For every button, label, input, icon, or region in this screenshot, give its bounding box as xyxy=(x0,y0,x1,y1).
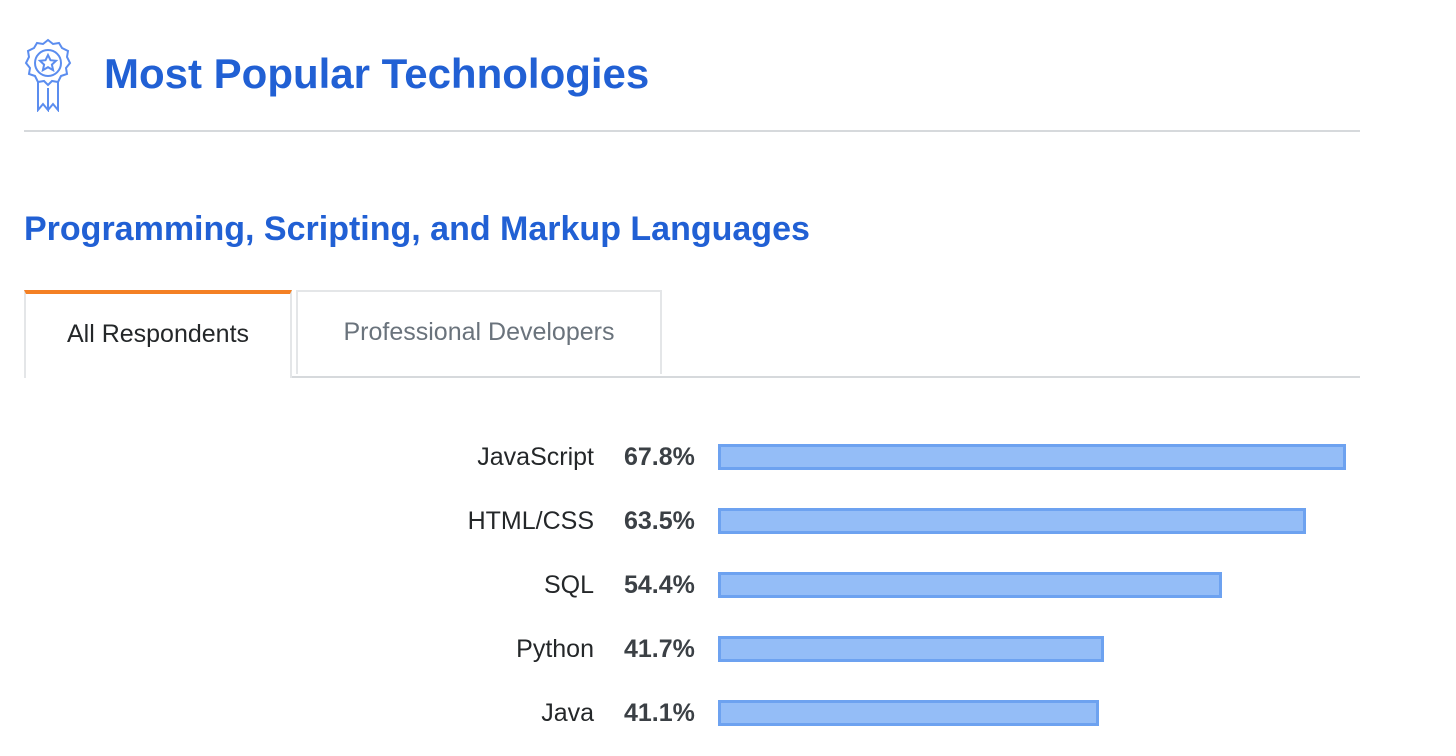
tab-professional-developers[interactable]: Professional Developers xyxy=(296,290,662,374)
bar-python xyxy=(718,636,1104,662)
languages-bar-chart: JavaScript 67.8% HTML/CSS 63.5% SQL 54.4… xyxy=(0,420,1456,756)
respondent-tabs: All Respondents Professional Developers xyxy=(24,290,1360,378)
section-title: Programming, Scripting, and Markup Langu… xyxy=(24,210,810,248)
value-label: 63.5% xyxy=(624,507,695,535)
page-title: Most Popular Technologies xyxy=(104,50,650,97)
bar-java xyxy=(718,700,1099,726)
chart-row: Python 41.7% xyxy=(0,632,1456,666)
bar-html-css xyxy=(718,508,1306,534)
category-label: Java xyxy=(541,699,594,727)
value-label: 54.4% xyxy=(624,571,695,599)
tab-all-respondents[interactable]: All Respondents xyxy=(24,290,292,378)
bar-sql xyxy=(718,572,1222,598)
bar-track xyxy=(718,636,1346,662)
value-label: 41.1% xyxy=(624,699,695,727)
bar-track xyxy=(718,508,1346,534)
bar-track xyxy=(718,700,1346,726)
value-label: 41.7% xyxy=(624,635,695,663)
bar-track xyxy=(718,444,1346,470)
bar-track xyxy=(718,572,1346,598)
value-label: 67.8% xyxy=(624,443,695,471)
page-header: Most Popular Technologies xyxy=(24,36,1360,132)
award-ribbon-icon xyxy=(24,38,72,112)
chart-row: JavaScript 67.8% xyxy=(0,440,1456,474)
chart-row: Java 41.1% xyxy=(0,696,1456,730)
category-label: JavaScript xyxy=(477,443,594,471)
bar-javascript xyxy=(718,444,1346,470)
category-label: SQL xyxy=(543,571,594,599)
category-label: HTML/CSS xyxy=(467,507,594,535)
chart-row: HTML/CSS 63.5% xyxy=(0,504,1456,538)
category-label: Python xyxy=(516,635,594,663)
chart-row: SQL 54.4% xyxy=(0,568,1456,602)
